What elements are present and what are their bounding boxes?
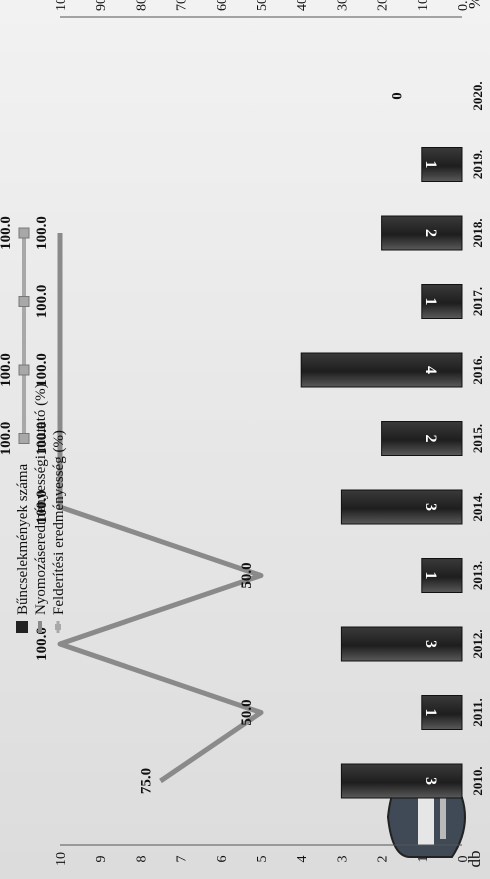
right-tick-label: 70.0 [175,0,190,11]
left-axis-unit: db [465,851,484,868]
line-data-label: 50.0 [239,699,255,725]
bar-label: 4 [422,366,439,374]
line-data-label: 100.0 [34,285,50,319]
right-tick-label: 50.0 [255,0,270,11]
bar [381,215,463,251]
left-tick-label: 0 [456,856,471,863]
line-data-label: 100.0 [34,422,50,456]
category-label: 2016. [470,355,485,384]
bar [421,558,463,593]
bar-label: 1 [422,572,439,580]
category-label: 2020. [470,81,485,110]
right-tick-label: 60.0 [215,0,230,11]
legend-swatch-marker [55,624,61,630]
line-data-label: 100.0 [34,353,50,387]
category-label: 2017. [470,287,485,316]
line-data-label: 75.0 [139,768,155,794]
bar-label: 2 [422,435,439,443]
bar [421,695,463,730]
right-tick-label: 40.0 [295,0,310,11]
category-label: 2013. [470,561,485,590]
left-tick-label: 3 [335,856,350,863]
bar-label: 3 [422,640,439,648]
line-series-nyomozas [57,233,264,784]
bar-label: 1 [422,709,439,717]
line-data-label: 100.0 [34,490,50,524]
line-data-label: 100.0 [0,216,14,250]
right-tick-label: 80.0 [134,0,149,11]
bar [340,626,463,662]
category-label: 2015. [470,424,485,453]
left-tick-label: 9 [94,856,109,863]
bar [340,489,463,525]
line-marker [18,227,30,239]
legend-label: Felderítési eredményesség (%) [51,430,67,615]
line-data-label: 100.0 [0,353,14,387]
lines [18,227,264,784]
line-data-label: 100.0 [0,422,14,456]
bar-label: 1 [422,161,439,169]
left-tick-label: 6 [215,856,230,863]
left-tick-label: 5 [255,856,270,863]
legend: Bűncselekmények száma Nyomozáseredményess… [15,383,67,633]
right-tick-label: 30.0 [335,0,350,11]
left-tick-label: 7 [175,856,190,863]
line-marker [18,296,30,307]
bar-label: 2 [422,229,439,237]
right-tick-label: 10.0 [416,0,431,11]
left-tick-label: 2 [376,856,391,863]
bar-label: 3 [422,503,439,511]
legend-label: Bűncselekmények száma [15,463,31,615]
right-tick-label: 90.0 [94,0,109,11]
category-label: 2014. [470,492,485,521]
bar-label: 3 [422,777,439,785]
right-axis-unit: % [465,0,484,9]
line-data-label: 50.0 [239,562,255,588]
category-label: 2010. [470,766,485,795]
line-data-label: 100.0 [34,627,50,661]
left-tick-label: 4 [295,856,310,863]
left-tick-label: 1 [416,856,431,863]
legend-swatch-bar [16,621,28,633]
right-tick-label: 0.0 [456,0,471,11]
data-labels: 3 1 3 1 3 2 4 1 2 1 0 75.0 50.0 100.0 50.0 100.0 100.0 10… [0,92,439,794]
bar [421,147,463,182]
line-data-label: 100.0 [34,216,50,250]
bar [421,284,463,319]
line-marker [18,364,30,376]
bar [381,421,463,456]
axes: 012345678910db0.010.020.030.040.050.060.… [54,0,485,868]
bar [300,352,463,388]
legend-label: Nyomozáseredményességi mutató (%) [33,383,49,615]
left-tick-label: 10 [54,852,69,866]
category-label: 2011. [470,698,485,727]
right-tick-label: 100.0 [54,0,69,11]
bar [340,763,463,799]
category-label: 2018. [470,218,485,247]
left-tick-label: 8 [134,856,149,863]
right-tick-label: 20.0 [376,0,391,11]
bar-label: 1 [422,298,439,306]
line-marker [18,433,30,444]
category-label: 2012. [470,629,485,658]
category-label: 2019. [470,150,485,179]
bar-label: 0 [390,92,406,100]
bars [300,147,463,799]
